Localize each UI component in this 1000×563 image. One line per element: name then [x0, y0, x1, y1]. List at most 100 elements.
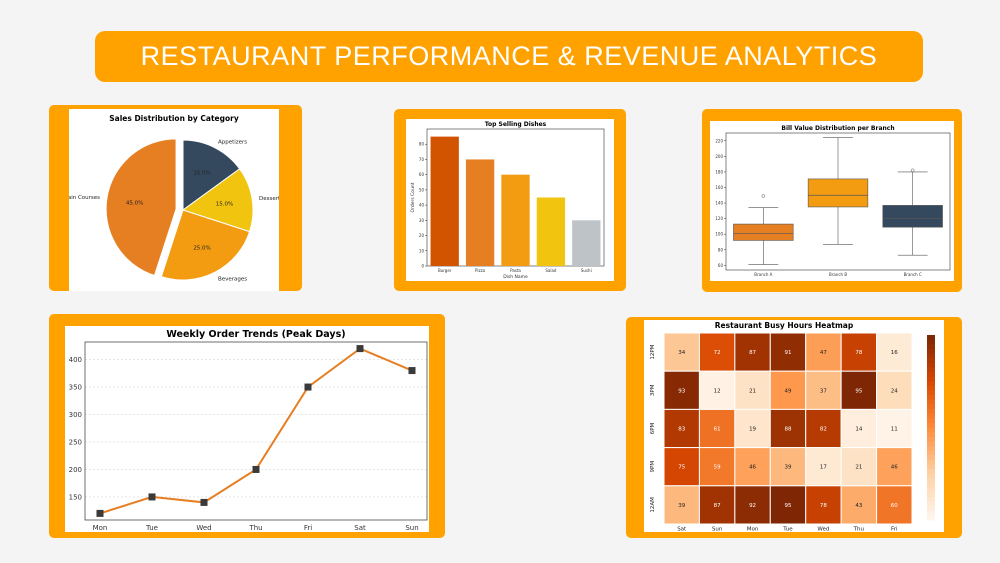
pie-slice [105, 138, 177, 277]
heatmap-cell-value: 75 [678, 465, 685, 471]
line-point [408, 367, 416, 375]
heatmap-cell [698, 370, 736, 410]
box-card: Bill Value Distribution per Branch 60 80 10… [710, 121, 954, 281]
heatmap-row-label: 6PM [650, 422, 656, 434]
heatmap-cell-value: 93 [678, 388, 685, 394]
box-y-tick-label: 220 [715, 138, 723, 143]
line-x-tick-label: Tue [145, 524, 158, 532]
heatmap-column-label: Fri [891, 527, 898, 533]
heatmap-colorbar-segment [927, 432, 935, 438]
bar-x-tick-label: Pasta [510, 268, 521, 273]
box-outlier [910, 168, 915, 173]
pie-title: Sales Distribution by Category [109, 114, 239, 123]
box-chart: Bill Value Distribution per Branch 60 80 10… [715, 125, 951, 277]
line-y-tick-label: 350 [69, 384, 82, 392]
heatmap-cell-value: 78 [820, 503, 827, 509]
heatmap-colorbar-segment [927, 372, 935, 378]
heatmap-colorbar-segment [927, 348, 935, 354]
heatmap-cell-value: 92 [749, 503, 756, 509]
heatmap-cell-value: 61 [714, 427, 721, 433]
bar-x-axis-label: Dish Name [503, 274, 528, 280]
heatmap-row-label: 12AM [650, 497, 656, 513]
box-outlier [761, 194, 766, 198]
box-iqr [733, 223, 794, 241]
heatmap-colorbar-segment [927, 376, 935, 382]
bar-y-tick-label: 0 [421, 264, 424, 269]
bar-panel: Top Selling Dishes 0 10 20 30 40 50 60 70 80 Burge… [394, 109, 626, 291]
line-plot-frame [84, 341, 428, 521]
box-y-tick-label: 180 [715, 169, 723, 174]
heatmap-colorbar-segment [927, 427, 935, 433]
heatmap-colorbar-segment [927, 367, 935, 373]
box-y-tick-label: 140 [715, 201, 723, 206]
heatmap-cell-value: 87 [714, 503, 721, 509]
heatmap-colorbar-segment [927, 492, 935, 498]
heatmap-cell-value: 91 [785, 350, 792, 356]
pie-category-label: Desserts [259, 196, 279, 202]
heatmap-colorbar-segment [927, 501, 935, 507]
heatmap-colorbar-segment [927, 335, 935, 341]
heatmap-cell-value: 21 [749, 388, 756, 394]
bar-title: Top Selling Dishes [485, 121, 547, 128]
dashboard-title: RESTAURANT PERFORMANCE & REVENUE ANALYTI… [140, 41, 878, 71]
heatmap-cell [663, 370, 700, 410]
pie-pct-label: 15.0% [216, 201, 233, 207]
heatmap-column-label: Wed [817, 527, 829, 533]
bar-x-tick-label: Salad [545, 268, 557, 273]
box-y-tick-label: 60 [718, 263, 724, 268]
pie-category-label: Main Courses [69, 195, 100, 201]
heatmap-colorbar-segment [927, 344, 935, 350]
heatmap-cell-value: 47 [820, 350, 827, 356]
line-y-tick-label: 200 [69, 466, 82, 474]
line-point [148, 493, 156, 501]
heatmap-cell-value: 11 [891, 427, 898, 433]
pie-category-label: Beverages [218, 277, 247, 283]
heatmap-colorbar-segment [927, 362, 935, 368]
heatmap-cell [769, 447, 807, 487]
heatmap-cell-value: 39 [678, 503, 685, 509]
heatmap-colorbar-segment [927, 506, 935, 512]
heatmap-cell-value: 14 [855, 427, 862, 433]
heatmap-row-label: 3PM [650, 384, 656, 396]
box-x-tick-label: Branch C [904, 272, 922, 277]
heatmap-colorbar-segment [927, 358, 935, 364]
bar [501, 174, 530, 266]
heatmap-cell-value: 24 [891, 388, 898, 394]
line-y-tick-label: 250 [69, 438, 82, 446]
bar-y-tick-label: 20 [419, 233, 425, 238]
heatmap-cell-value: 83 [678, 427, 685, 433]
heatmap-colorbar-segment [927, 478, 935, 484]
heatmap-cell [876, 447, 913, 487]
pie-slice [181, 168, 254, 233]
heatmap-cell-value: 19 [749, 427, 756, 433]
heatmap-cell-value: 17 [820, 465, 827, 471]
line-point [356, 345, 364, 353]
heatmap-cell [840, 485, 878, 525]
heatmap-colorbar-segment [927, 515, 935, 521]
heatmap-column-label: Mon [747, 527, 759, 533]
heatmap-colorbar-segment [927, 450, 935, 456]
heatmap-chart: Restaurant Busy Hours Heatmap 34 72 87 91 47 7… [650, 321, 935, 533]
line-x-tick-label: Fri [304, 524, 312, 532]
bar-chart: Top Selling Dishes 0 10 20 30 40 50 60 70 80 Burge… [410, 121, 605, 280]
heatmap-cell-value: 46 [891, 465, 898, 471]
box-x-tick-label: Branch B [829, 272, 847, 277]
heatmap-column-label: Thu [853, 527, 864, 533]
heatmap-cell [734, 447, 771, 487]
line-x-tick-label: Mon [93, 524, 108, 532]
heatmap-cell-value: 49 [785, 388, 792, 394]
heatmap-cell-value: 21 [855, 465, 862, 471]
heatmap-colorbar-segment [927, 339, 935, 345]
pie-category-label: Appetizers [218, 139, 247, 145]
heatmap-colorbar-segment [927, 483, 935, 489]
pie-panel: Sales Distribution by Category 15.0% Appet… [49, 105, 302, 291]
line-y-tick-label: 150 [69, 493, 82, 501]
bar [536, 197, 566, 266]
box-x-tick-label: Branch A [754, 272, 772, 277]
pie-slice [160, 209, 251, 281]
pie-chart: Sales Distribution by Category 15.0% Appet… [69, 114, 279, 283]
heatmap-column-label: Tue [782, 527, 793, 533]
box-iqr [882, 205, 943, 228]
bar-x-tick-label: Sushi [581, 268, 592, 273]
heatmap-title: Restaurant Busy Hours Heatmap [715, 321, 854, 330]
